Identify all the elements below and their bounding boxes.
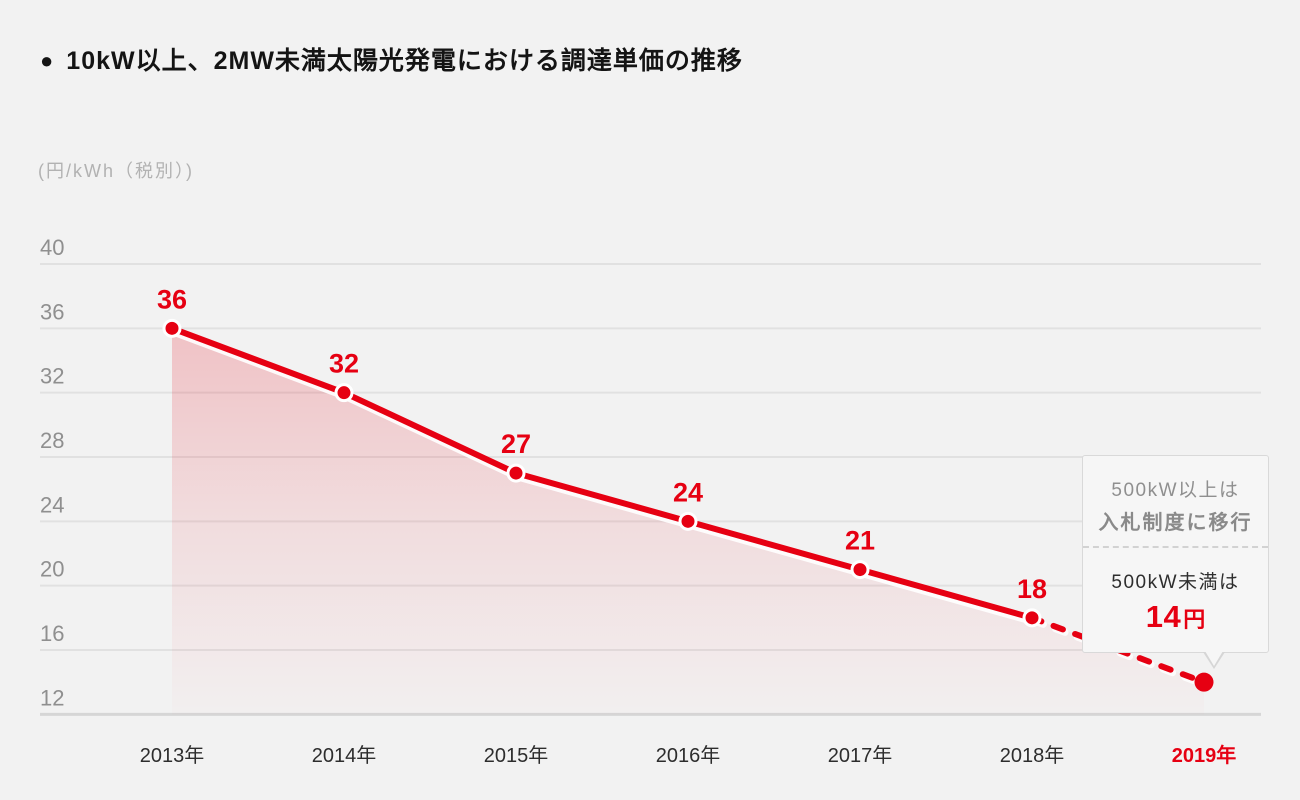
price-line — [170, 325, 1033, 621]
data-point — [162, 318, 182, 338]
data-point-label: 21 — [845, 526, 875, 556]
callout-price-value: 14 — [1145, 599, 1182, 634]
y-tick-label: 40 — [40, 235, 64, 260]
data-point-label: 24 — [673, 477, 703, 507]
callout-tail-fill — [1205, 651, 1223, 666]
y-tick-label: 16 — [40, 621, 64, 646]
data-point-label: 18 — [1017, 574, 1047, 604]
data-point-label: 27 — [501, 429, 531, 459]
chart-title-row: ● 10kW以上、2MW未満太陽光発電における調達単価の推移 — [40, 46, 743, 76]
callout-divider — [1083, 546, 1268, 548]
x-axis-label: 2014年 — [312, 744, 377, 767]
area-fill — [172, 328, 1204, 715]
data-point — [334, 383, 354, 403]
bullet-icon: ● — [40, 48, 54, 73]
x-axis-label: 2016年 — [656, 744, 721, 767]
callout-bottom-line: 500kW未満は — [1111, 572, 1240, 593]
y-tick-label: 12 — [40, 685, 64, 710]
callout-box: 500kW以上は 入札制度に移行 500kW未満は 14円 — [1082, 455, 1269, 669]
y-axis-unit-label: (円/kWh（税別）) — [38, 161, 194, 181]
callout-top-line2: 入札制度に移行 — [1098, 512, 1253, 534]
x-axis-label: 2018年 — [1000, 744, 1065, 767]
data-point — [506, 463, 526, 483]
y-tick-label: 28 — [40, 428, 64, 453]
x-axis-label: 2017年 — [828, 744, 893, 767]
callout-price-unit: 円 — [1183, 607, 1206, 632]
x-axis-label: 2019年 — [1172, 743, 1237, 767]
data-point — [678, 511, 698, 531]
y-tick-label: 20 — [40, 557, 64, 582]
page-title: 10kW以上、2MW未満太陽光発電における調達単価の推移 — [66, 47, 743, 75]
y-tick-label: 32 — [40, 364, 64, 389]
data-point-label: 36 — [157, 284, 187, 314]
data-point — [1022, 608, 1042, 628]
data-point-label: 32 — [329, 349, 359, 379]
data-point — [1194, 672, 1214, 692]
callout-price: 14円 — [1083, 600, 1268, 640]
x-axis-label: 2015年 — [484, 744, 549, 767]
y-tick-label: 36 — [40, 299, 64, 324]
x-axis-label: 2013年 — [140, 744, 205, 767]
y-tick-label: 24 — [40, 492, 64, 517]
data-point — [850, 560, 870, 580]
callout-top-line1: 500kW以上は — [1111, 480, 1240, 501]
